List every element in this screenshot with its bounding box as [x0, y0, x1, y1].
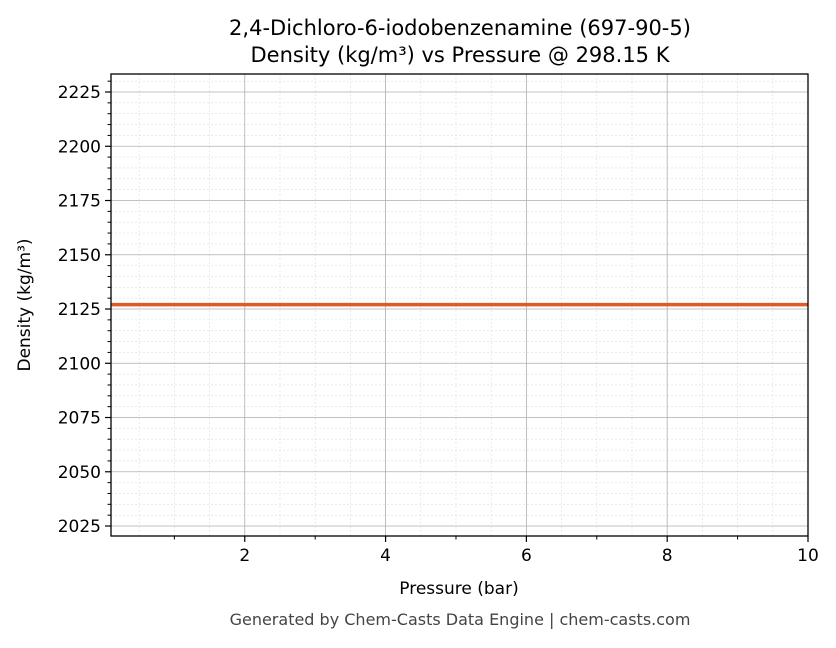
y-tick-label: 2200: [58, 137, 101, 157]
x-tick-label: 8: [662, 546, 673, 566]
x-axis-label: Pressure (bar): [399, 579, 518, 599]
ticks: 2 4 6 8 10 2025 2050 2075 2100 2125 2150 2175 2200 22…: [58, 80, 819, 566]
chart-title-line1: 2,4-Dichloro-6-iodobenzenamine (697-90-5…: [229, 16, 691, 40]
chart-title-line2: Density (kg/m³) vs Pressure @ 298.15 K: [250, 43, 670, 67]
footer-credit: Generated by Chem-Casts Data Engine | ch…: [230, 610, 691, 629]
y-tick-label: 2175: [58, 192, 101, 212]
y-tick-label: 2100: [58, 354, 101, 374]
x-tick-label: 2: [239, 546, 250, 566]
y-tick-label: 2075: [58, 409, 101, 429]
grid: [111, 74, 809, 536]
y-tick-label: 2225: [58, 83, 101, 103]
y-tick-label: 2050: [58, 463, 101, 483]
plot-frame: [110, 73, 809, 537]
x-tick-label: 4: [380, 546, 391, 566]
y-axis-label: Density (kg/m³): [15, 238, 35, 371]
y-tick-label: 2025: [58, 517, 101, 537]
x-tick-label: 10: [797, 546, 819, 566]
x-tick-label: 6: [521, 546, 532, 566]
y-tick-label: 2150: [58, 246, 101, 266]
y-tick-label: 2125: [58, 300, 101, 320]
